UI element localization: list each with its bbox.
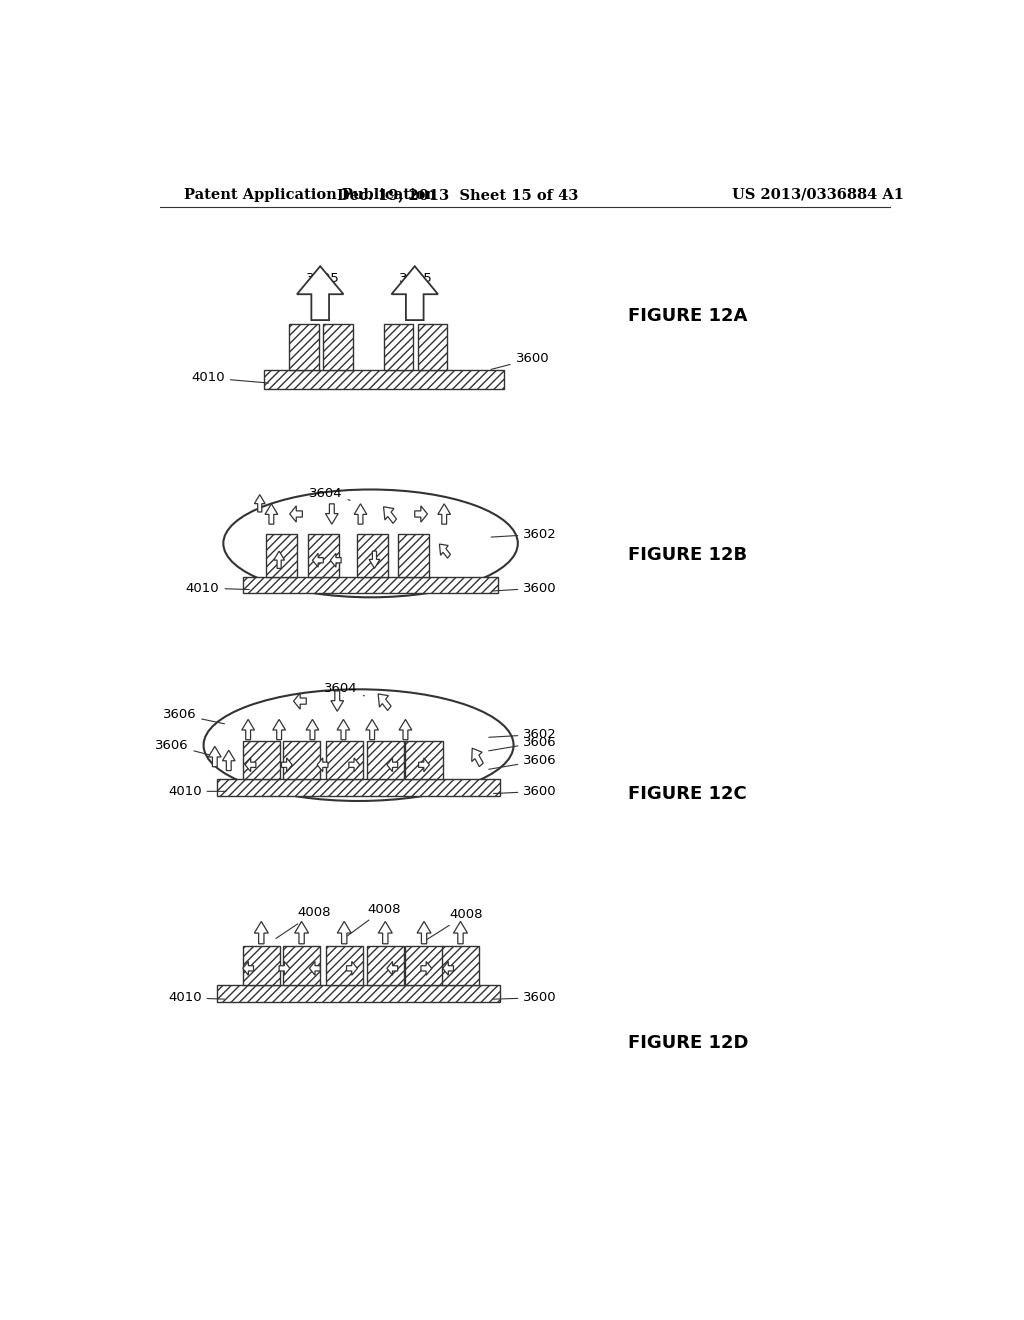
Text: 4008: 4008: [276, 907, 331, 939]
Text: FIGURE 12B: FIGURE 12B: [628, 545, 748, 564]
Text: 3602: 3602: [492, 528, 557, 541]
Text: 4008: 4008: [425, 908, 483, 941]
Bar: [356, 535, 388, 577]
Polygon shape: [384, 507, 396, 523]
Text: FIGURE 12D: FIGURE 12D: [628, 1034, 749, 1052]
Bar: [266, 535, 297, 577]
Polygon shape: [254, 921, 268, 944]
Polygon shape: [243, 961, 254, 975]
Polygon shape: [472, 748, 483, 767]
Text: Patent Application Publication: Patent Application Publication: [183, 187, 435, 202]
Polygon shape: [331, 690, 344, 711]
Bar: [324, 323, 352, 370]
Text: 3606: 3606: [488, 754, 557, 770]
Polygon shape: [290, 506, 302, 523]
Text: 3606: 3606: [488, 735, 557, 751]
Polygon shape: [421, 961, 432, 975]
Polygon shape: [354, 504, 367, 524]
Polygon shape: [378, 921, 392, 944]
Bar: [243, 946, 280, 985]
Polygon shape: [245, 758, 256, 772]
Polygon shape: [254, 495, 265, 512]
Polygon shape: [366, 719, 379, 739]
Polygon shape: [306, 719, 318, 739]
Polygon shape: [415, 506, 427, 523]
Polygon shape: [439, 544, 451, 558]
Text: 3600: 3600: [493, 582, 557, 594]
Text: 4010: 4010: [168, 991, 224, 1005]
Polygon shape: [326, 504, 338, 524]
Text: 3604: 3604: [325, 681, 365, 696]
Polygon shape: [399, 719, 412, 739]
Polygon shape: [265, 504, 278, 524]
Polygon shape: [337, 719, 350, 739]
Bar: [418, 323, 447, 370]
Bar: [367, 741, 403, 779]
Text: 3600: 3600: [494, 785, 557, 797]
Polygon shape: [438, 504, 451, 524]
Polygon shape: [349, 758, 359, 772]
Bar: [289, 323, 318, 370]
Text: 4010: 4010: [185, 582, 249, 594]
Bar: [397, 535, 429, 577]
Polygon shape: [282, 758, 292, 772]
Polygon shape: [337, 921, 351, 944]
Polygon shape: [391, 267, 438, 321]
Bar: [367, 946, 403, 985]
Polygon shape: [272, 719, 286, 739]
Polygon shape: [378, 694, 391, 710]
Polygon shape: [309, 961, 321, 975]
Polygon shape: [280, 961, 290, 975]
Polygon shape: [209, 746, 221, 767]
Bar: [243, 741, 280, 779]
Bar: [308, 535, 339, 577]
Text: 4010: 4010: [168, 785, 226, 797]
Bar: [263, 370, 504, 389]
Text: US 2013/0336884 A1: US 2013/0336884 A1: [732, 187, 904, 202]
Bar: [326, 946, 362, 985]
Polygon shape: [346, 961, 357, 975]
Bar: [283, 946, 321, 985]
Polygon shape: [297, 267, 343, 321]
Text: 3605: 3605: [306, 272, 340, 285]
Polygon shape: [419, 758, 429, 772]
Bar: [243, 577, 499, 594]
Polygon shape: [242, 719, 255, 739]
Text: 3602: 3602: [488, 727, 557, 741]
Text: 3606: 3606: [163, 708, 224, 723]
Polygon shape: [331, 553, 341, 568]
Polygon shape: [317, 758, 328, 772]
Polygon shape: [222, 750, 236, 771]
Bar: [406, 741, 442, 779]
Text: 3600: 3600: [494, 991, 557, 1005]
Text: 3600: 3600: [492, 352, 549, 370]
Text: 4010: 4010: [191, 371, 268, 384]
Bar: [442, 946, 479, 985]
Bar: [406, 946, 442, 985]
Text: Dec. 19, 2013  Sheet 15 of 43: Dec. 19, 2013 Sheet 15 of 43: [337, 187, 578, 202]
Bar: [283, 741, 321, 779]
Polygon shape: [294, 693, 306, 709]
Polygon shape: [312, 553, 324, 568]
Bar: [217, 779, 500, 796]
Polygon shape: [442, 961, 454, 975]
Polygon shape: [417, 921, 431, 944]
Polygon shape: [369, 552, 380, 569]
Text: FIGURE 12A: FIGURE 12A: [628, 308, 748, 325]
Polygon shape: [295, 921, 308, 944]
Text: 3604: 3604: [309, 487, 350, 500]
Text: 4008: 4008: [347, 903, 400, 936]
Polygon shape: [387, 961, 397, 975]
Polygon shape: [387, 758, 397, 772]
Polygon shape: [273, 552, 285, 569]
Text: 3606: 3606: [155, 739, 217, 756]
Bar: [326, 741, 362, 779]
Text: 3605: 3605: [399, 272, 433, 285]
Bar: [217, 985, 500, 1002]
Text: FIGURE 12C: FIGURE 12C: [628, 784, 746, 803]
Bar: [384, 323, 414, 370]
Polygon shape: [454, 921, 468, 944]
